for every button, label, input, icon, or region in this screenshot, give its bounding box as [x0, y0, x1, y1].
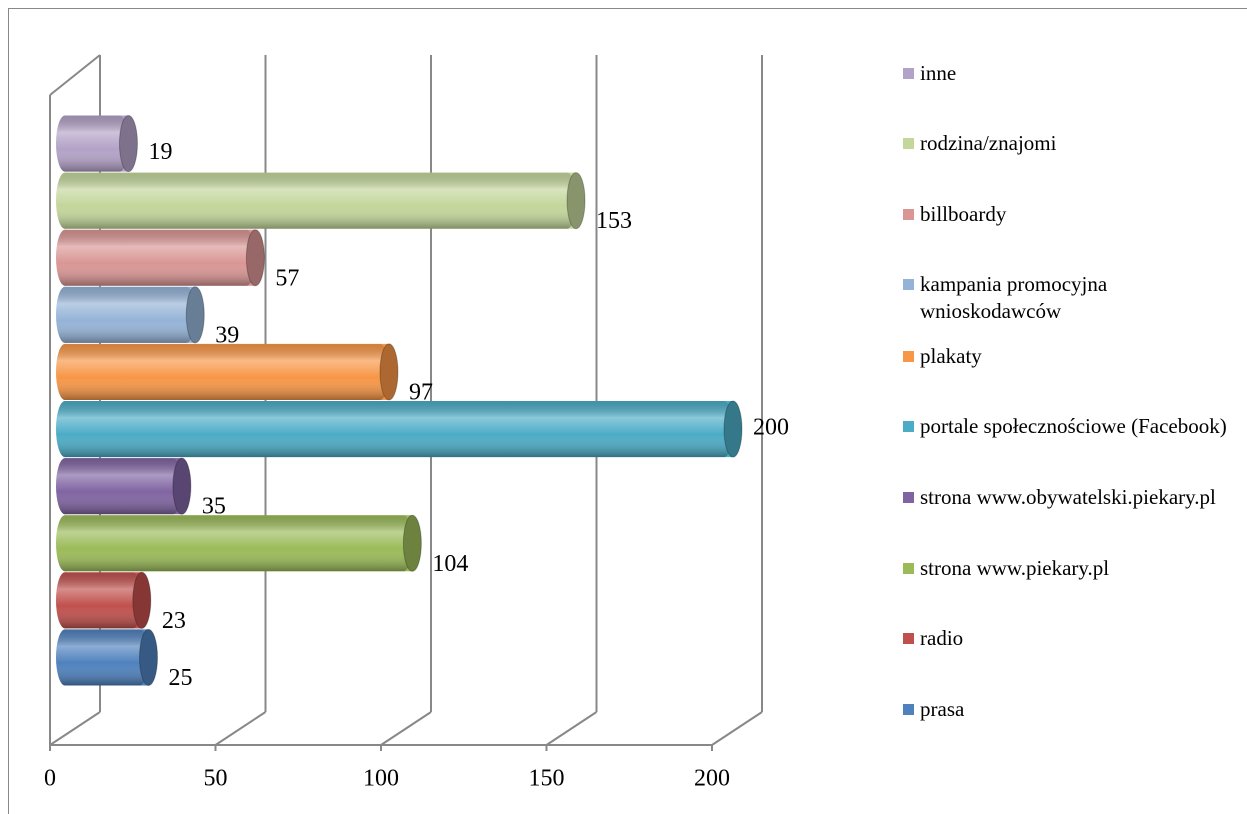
bar-cap [132, 571, 152, 629]
frame [8, 8, 1247, 814]
value-label: 57 [275, 265, 299, 291]
bar-cap-shade [172, 458, 191, 515]
legend-label: plakaty [920, 344, 982, 368]
legend-item: radio [900, 625, 1230, 652]
grid-line [711, 711, 763, 746]
legend-label: portale społecznościowe (Facebook) [920, 414, 1227, 438]
legend-swatch [903, 351, 914, 362]
bar-cap-shade [379, 343, 398, 401]
bar-cap-shade [724, 401, 742, 458]
bar-cap-shade [139, 629, 158, 686]
legend-swatch [903, 492, 914, 503]
legend-swatch [903, 563, 914, 574]
legend-swatch [903, 421, 914, 432]
value-label: 39 [215, 322, 239, 348]
grid-line [545, 711, 598, 746]
bar-cap-shade [567, 172, 586, 229]
legend-label: billboardy [920, 202, 1007, 226]
legend-label: prasa [920, 697, 965, 721]
bar-cap [402, 514, 422, 572]
bar-shade [56, 401, 733, 458]
legend-item: strona www.piekary.pl [900, 555, 1230, 582]
bar-shade [56, 629, 149, 686]
grid-line [49, 711, 101, 746]
bar-cap-shade [246, 229, 265, 286]
x-tick-label: 0 [44, 766, 56, 792]
legend-item: strona www.obywatelski.piekary.pl [900, 484, 1230, 511]
bar-cap-shade [119, 115, 138, 172]
bar-cap [118, 115, 138, 173]
bar-cap [723, 400, 743, 458]
bar-shade [56, 343, 389, 400]
legend-swatch [903, 279, 914, 290]
legend-item: rodzina/znajomi [900, 130, 1230, 157]
x-tick-label: 50 [204, 766, 228, 792]
bar-shade [56, 458, 182, 515]
legend-label: strona www.piekary.pl [920, 556, 1110, 580]
legend-label: inne [920, 61, 957, 85]
x-tick-label: 200 [694, 766, 730, 792]
bar-cap [379, 343, 399, 401]
wall-edge [49, 54, 101, 96]
value-label: 25 [169, 665, 193, 691]
grid-line [214, 711, 267, 746]
legend-item: portale społecznościowe (Facebook) [900, 413, 1230, 440]
legend-label: rodzina/znajomi [920, 131, 1057, 155]
bar-shade [56, 172, 577, 229]
legend-swatch [903, 704, 914, 715]
value-label: 104 [432, 551, 468, 577]
bar-shade [56, 572, 142, 629]
legend-item: inne [900, 60, 1230, 87]
legend-swatch [903, 633, 914, 644]
value-label: 153 [596, 208, 632, 234]
legend-item: billboardy [900, 201, 1230, 228]
value-label: 19 [148, 139, 172, 165]
legend-item: plakaty [900, 343, 1230, 370]
legend-label: kampania promocyjna wnioskodawców [920, 272, 1108, 323]
bar-shade [56, 286, 196, 343]
legend-label: strona www.obywatelski.piekary.pl [920, 485, 1216, 509]
bar-shade [56, 515, 413, 572]
legend-swatch [903, 68, 914, 79]
legend-swatch [903, 209, 914, 220]
bar-cap-shade [186, 286, 205, 343]
bar-shade [56, 229, 256, 286]
value-label: 35 [202, 494, 226, 520]
bar-cap [185, 286, 205, 344]
bar-shade [56, 115, 129, 172]
value-label: 200 [753, 415, 789, 441]
bar-cap-shade [403, 515, 422, 572]
bar-cap [245, 229, 265, 287]
value-label: 97 [409, 379, 433, 405]
legend-label: radio [920, 626, 964, 650]
bar-cap-shade [132, 572, 151, 629]
grid-line [380, 711, 432, 746]
x-tick-label: 150 [529, 766, 565, 792]
legend-item: prasa [900, 696, 1230, 723]
bar-cap [139, 628, 158, 687]
bar-cap [566, 172, 586, 230]
legend-swatch [903, 138, 914, 149]
x-tick-label: 100 [363, 766, 399, 792]
bar-cap [172, 457, 192, 515]
value-label: 23 [162, 608, 186, 634]
legend-item: kampania promocyjna wnioskodawców [900, 271, 1230, 325]
